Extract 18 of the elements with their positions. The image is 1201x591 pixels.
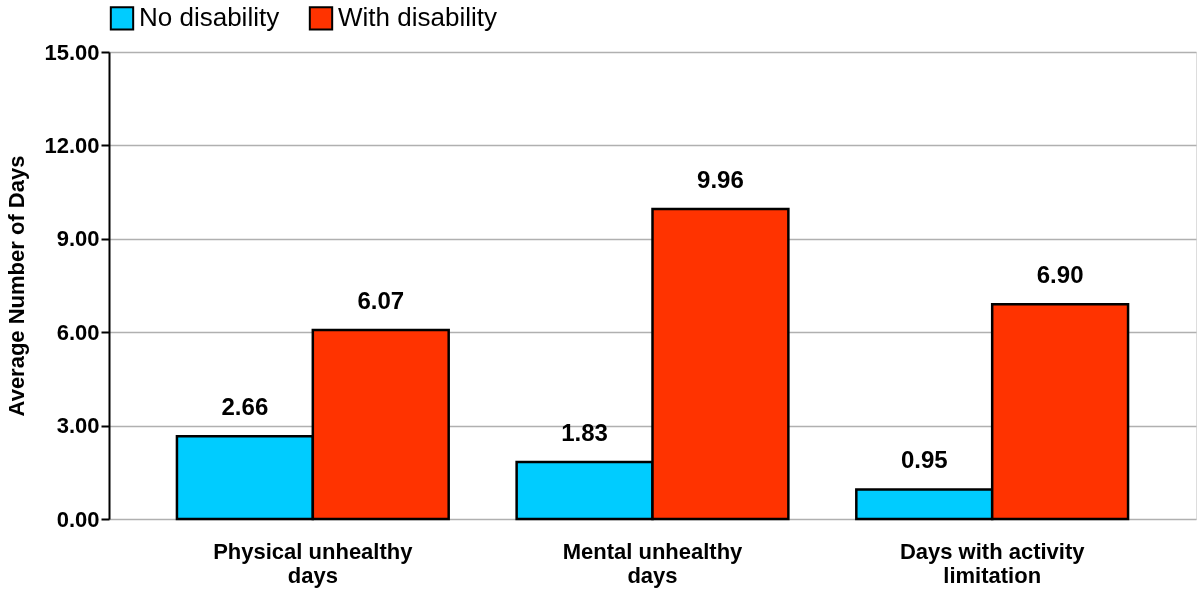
- x-tick-label: Physical unhealthy days: [213, 538, 414, 588]
- y-tick-label: 3.00: [56, 413, 100, 439]
- y-tick-label: 15.00: [44, 39, 100, 65]
- y-axis-title: Average Number of Days: [4, 155, 30, 417]
- data-label: 1.83: [561, 419, 608, 447]
- y-tick-label: 9.00: [56, 226, 100, 252]
- y-tick-label: 0.00: [56, 506, 100, 532]
- x-tick-label: Days with activity limitation: [899, 538, 1086, 588]
- data-label: 6.90: [1036, 261, 1084, 289]
- legend-label: With disability: [338, 2, 497, 33]
- x-tick-label: Mental unhealthy days: [562, 538, 744, 588]
- data-label: 9.96: [697, 165, 744, 193]
- data-label: 2.66: [221, 393, 269, 421]
- data-label: 6.07: [357, 287, 405, 315]
- y-tick-label: 12.00: [44, 132, 100, 158]
- data-label: 0.95: [900, 446, 948, 474]
- y-tick-label: 6.00: [56, 319, 100, 345]
- legend-label: No disability: [139, 2, 280, 33]
